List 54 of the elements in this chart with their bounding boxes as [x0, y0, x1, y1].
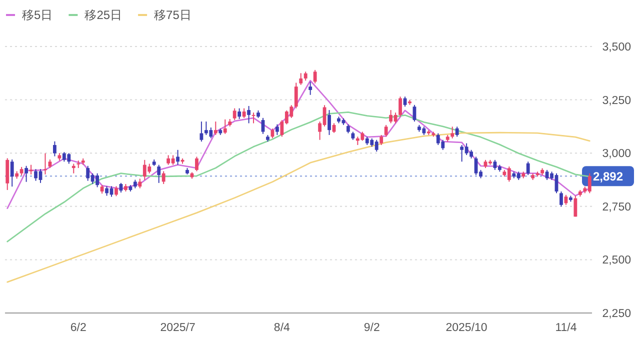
- candlestick: [275, 124, 279, 136]
- candlestick: [384, 124, 388, 138]
- candlestick: [195, 156, 198, 172]
- candlestick: [328, 110, 331, 136]
- candlestick: [294, 82, 298, 109]
- y-tick-label: 2,250: [602, 308, 631, 320]
- x-tick-label: 11/4: [555, 322, 578, 334]
- candlestick: [214, 121, 218, 136]
- ref-line-label: 2,892: [592, 170, 624, 184]
- line-series: [6, 111, 590, 242]
- candlestick: [176, 149, 180, 166]
- candlestick: [138, 178, 142, 189]
- candlestick: [308, 81, 312, 96]
- x-tick-label: 2025/7: [160, 322, 196, 334]
- candlestick: [223, 118, 227, 134]
- candlestick: [261, 117, 265, 134]
- candlestick: [238, 108, 242, 120]
- candlestick: [72, 163, 76, 174]
- y-tick-label: 3,500: [602, 42, 631, 54]
- line-series: [6, 132, 590, 283]
- x-tick-label: 6/2: [70, 322, 86, 334]
- candlestick: [389, 110, 393, 124]
- x-tick-label: 2025/10: [446, 322, 488, 334]
- candlestick: [455, 126, 459, 138]
- candlestick: [6, 158, 10, 190]
- candlestick: [242, 108, 246, 118]
- candlestick: [332, 122, 336, 134]
- y-tick-label: 3,250: [602, 94, 631, 107]
- candlestick: [44, 152, 47, 175]
- candlestick: [157, 164, 161, 184]
- line-series: [6, 80, 590, 210]
- legend-label: 移25日: [84, 8, 122, 22]
- x-tick-label: 9/2: [364, 322, 380, 334]
- candlestick: [232, 108, 236, 121]
- candlestick: [560, 190, 563, 208]
- legend-label: 移5日: [22, 8, 53, 22]
- candlestick: [299, 72, 303, 86]
- candlestick: [247, 105, 250, 124]
- candlestick: [526, 161, 530, 176]
- y-tick-label: 2,750: [602, 201, 631, 214]
- x-tick-label: 8/4: [274, 322, 291, 334]
- candlestick: [380, 134, 384, 146]
- legend-label: 移75日: [154, 8, 192, 22]
- candlestick: [29, 164, 33, 175]
- candlestick: [24, 165, 28, 182]
- candlestick: [10, 158, 14, 188]
- candlestick: [574, 195, 578, 218]
- candlestick: [162, 170, 166, 185]
- candlestick: [398, 96, 402, 118]
- candlestick: [313, 69, 317, 84]
- candlestick: [114, 186, 118, 197]
- y-tick-label: 2,500: [602, 254, 631, 267]
- y-tick-label: 3,000: [602, 148, 631, 160]
- candlestick: [53, 140, 56, 157]
